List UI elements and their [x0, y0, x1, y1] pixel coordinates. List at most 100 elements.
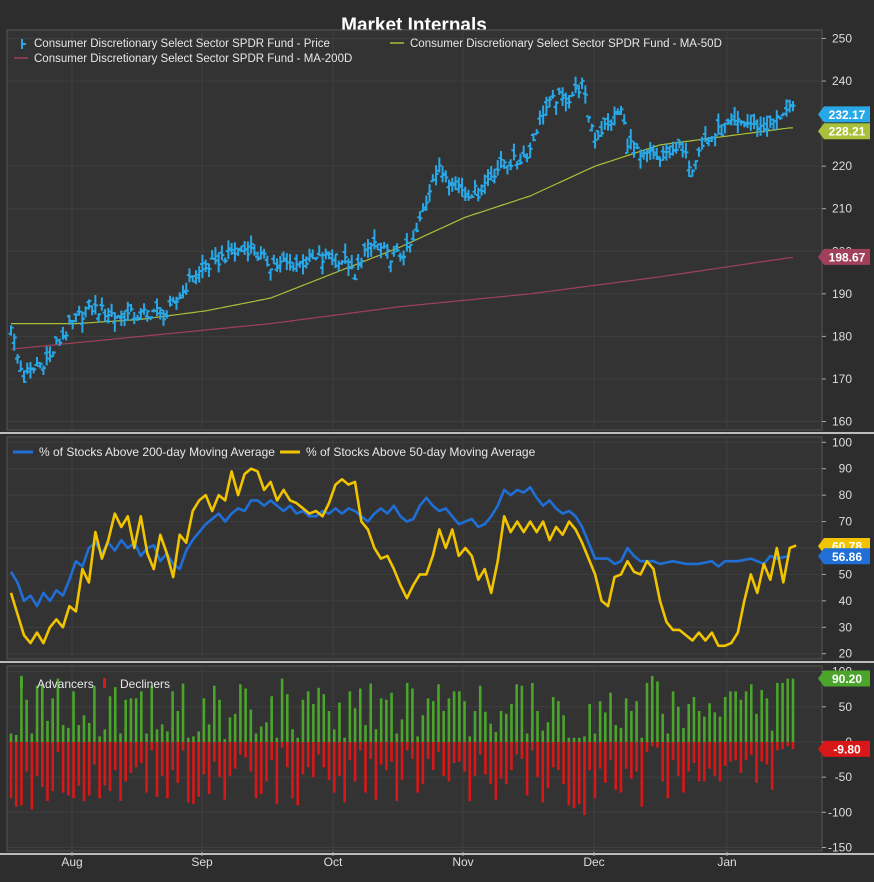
price-ohlc-bar	[109, 303, 115, 317]
price-ohlc-bar	[595, 130, 601, 140]
advdec-legend: Advancers Decliners	[20, 677, 170, 691]
advancers-bar	[145, 733, 148, 742]
price-ohlc-bar	[625, 138, 631, 154]
advancers-bar	[129, 698, 133, 742]
price-ohlc-bar	[498, 150, 504, 169]
price-ohlc-bar	[206, 263, 212, 278]
price-ohlc-bar	[345, 258, 351, 276]
advancers-bar	[677, 706, 680, 742]
advancers-bar	[525, 733, 529, 742]
advancers-bar	[473, 711, 477, 742]
decliners-bar	[489, 741, 492, 785]
advdec-legend-swatch-0	[20, 678, 23, 688]
decliners-bar	[369, 741, 373, 759]
advancers-bar	[572, 737, 576, 742]
decliners-bar	[770, 741, 774, 790]
decliners-bar	[786, 741, 790, 747]
price-ohlc-bar	[417, 211, 423, 222]
price-ohlc-bar	[592, 132, 598, 149]
advancers-bar	[254, 733, 258, 742]
breadth-ytick-label: 80	[839, 488, 853, 502]
advancers-bar	[244, 688, 247, 742]
decliners-bar	[666, 741, 670, 799]
advdec-ytick-label: -150	[828, 840, 852, 854]
price-ohlc-bar	[384, 243, 390, 259]
advancers-bar	[259, 726, 263, 742]
advancers-bar	[270, 696, 273, 742]
decliners-bar	[635, 741, 638, 772]
price-ohlc-bar	[511, 143, 517, 161]
price-ohlc-bar	[173, 296, 179, 310]
decliners-bar	[145, 741, 148, 793]
price-ohlc-bar	[307, 248, 313, 263]
price-ohlc-bar	[689, 169, 695, 178]
price-ohlc-bar	[706, 136, 712, 147]
price-ohlc-bar	[196, 266, 202, 283]
advancers-bar	[171, 691, 174, 742]
advdec-frame	[6, 665, 823, 852]
decliners-bar	[93, 741, 96, 765]
price-ohlc-bar	[212, 247, 218, 265]
advancers-bar	[124, 699, 127, 742]
advancers-bar	[421, 715, 425, 742]
price-ohlc-bar	[203, 259, 209, 273]
price-ohlc-bar	[446, 179, 452, 196]
advancers-bar	[541, 730, 545, 742]
decliners-bar	[791, 741, 795, 750]
price-ohlc-bar	[547, 96, 553, 108]
price-ohlc-bar	[271, 254, 277, 265]
price-ohlc-bar	[423, 195, 429, 211]
price-ohlc-bar	[599, 121, 605, 137]
price-ohlc-bar	[157, 307, 163, 320]
price-ohlc-bar	[83, 306, 89, 318]
advancers-bar	[692, 696, 696, 742]
decliners-bar	[14, 741, 18, 807]
price-ohlc-bar	[618, 105, 624, 116]
advancers-bar	[604, 712, 607, 742]
decliners-bar	[562, 741, 565, 785]
decliners-bar	[624, 741, 628, 769]
decliners-bar	[395, 741, 399, 802]
advancers-bar	[452, 691, 456, 742]
decliners-bar	[661, 741, 664, 782]
decliners-bar	[525, 741, 529, 796]
price-ohlc-bar	[485, 169, 491, 187]
price-ohlc-bar	[99, 297, 105, 311]
price-ohlc-bar	[482, 174, 488, 195]
advdec-last-value-tag-1	[818, 740, 870, 757]
price-ohlc-bar	[407, 243, 413, 253]
breadth-ytick-label: 70	[839, 515, 853, 529]
breadth-ytick-label: 90	[839, 462, 853, 476]
price-ohlc-bar	[667, 145, 673, 159]
price-ohlc-bar	[732, 106, 738, 126]
price-ohlc-bar	[534, 129, 540, 136]
decliners-bar	[536, 741, 539, 778]
decliners-bar	[82, 741, 86, 802]
breadth-ytick-label: 30	[839, 620, 853, 634]
x-tick-label: Aug	[61, 855, 82, 869]
price-ytick-label: 210	[832, 202, 852, 216]
decliners-bar	[494, 741, 498, 800]
decliners-bar	[677, 741, 680, 776]
price-ohlc-bar	[767, 115, 773, 128]
decliners-bar	[25, 741, 28, 772]
decliners-bar	[223, 741, 227, 800]
price-ohlc-bar	[219, 245, 225, 261]
price-last-value-tag-1	[818, 123, 870, 140]
decliners-bar	[385, 741, 388, 771]
advancers-bar	[598, 701, 602, 742]
price-ohlc-bar	[70, 319, 76, 330]
price-ohlc-bar	[102, 308, 108, 322]
advancers-bar	[426, 698, 430, 742]
price-ohlc-bar	[300, 254, 306, 275]
decliners-bar	[244, 741, 247, 758]
breadth-ytick-label: 100	[832, 435, 852, 449]
price-ohlc-bar	[524, 153, 530, 163]
decliners-bar	[452, 741, 456, 764]
advdec-last-value-label: -9.80	[833, 742, 861, 756]
advancers-bar	[499, 711, 503, 742]
advancers-bar	[140, 691, 143, 742]
decliners-bar	[108, 741, 112, 792]
price-ohlc-bar	[456, 177, 462, 194]
